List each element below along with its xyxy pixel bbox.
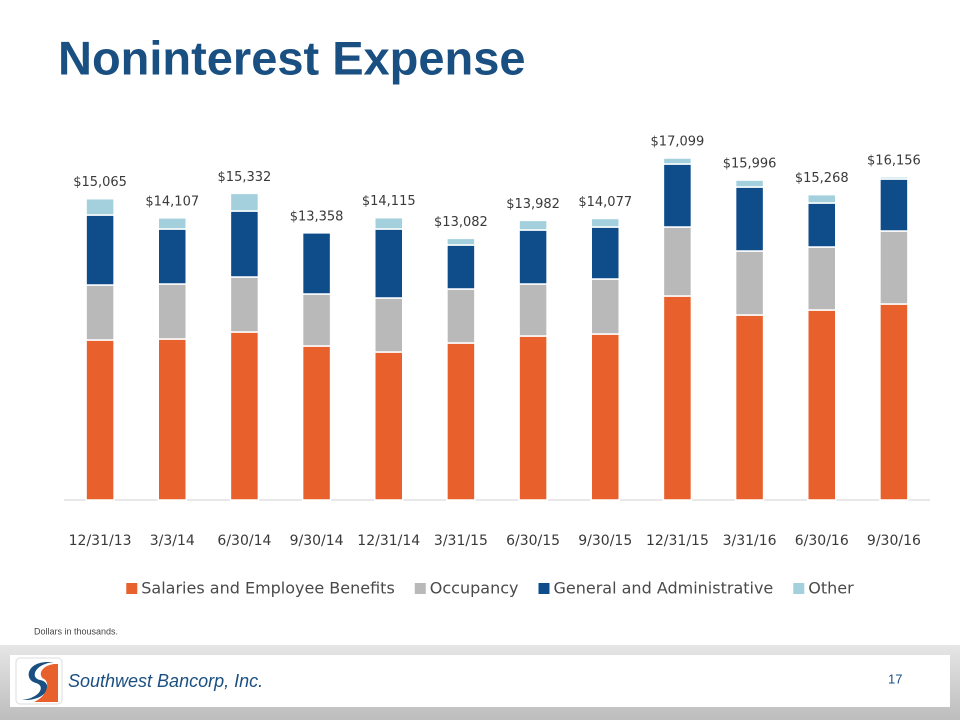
x-tick-label: 3/31/15 [434, 533, 488, 549]
bar-segment [518, 283, 548, 337]
bar-segment [157, 283, 187, 340]
total-label: $15,065 [73, 175, 127, 190]
bar-segment [374, 297, 404, 353]
bar-segment [879, 303, 909, 501]
bar-segment [590, 278, 620, 335]
bar-segment [590, 333, 620, 501]
total-label: $14,077 [578, 195, 632, 210]
bar-segment [807, 193, 837, 204]
bar-segment [157, 217, 187, 230]
bar-segment [229, 331, 260, 501]
company-name: Southwest Bancorp, Inc. [68, 671, 263, 691]
x-tick-label: 9/30/15 [578, 533, 632, 549]
footnote: Dollars in thousands. [34, 626, 118, 636]
total-label: $14,107 [145, 194, 199, 209]
bar-segment [374, 216, 404, 230]
footer-box [10, 655, 950, 707]
x-tick-label: 12/31/14 [357, 533, 420, 549]
bar-segment [446, 237, 476, 246]
bar-segment [662, 157, 693, 165]
bar-segment [518, 219, 548, 231]
bar-segment [734, 179, 765, 188]
total-label: $16,156 [867, 153, 921, 168]
legend-swatch [126, 583, 138, 594]
bar-segment [229, 210, 260, 278]
total-label: $15,268 [795, 171, 849, 186]
bar-segment [301, 293, 332, 347]
bar-segment [879, 178, 909, 232]
total-label: $13,358 [290, 209, 344, 224]
bar-segment [734, 314, 765, 501]
total-label: $13,082 [434, 215, 488, 230]
bar-segment [807, 309, 837, 501]
x-tick-label: 12/31/15 [646, 533, 709, 549]
bar-segment [662, 226, 693, 297]
legend-label: Occupancy [430, 579, 519, 598]
bar-segment [157, 338, 187, 501]
total-label: $17,099 [651, 135, 705, 150]
total-label: $15,332 [218, 170, 272, 185]
bar-segment [301, 232, 332, 295]
total-label: $13,982 [506, 197, 560, 212]
bar-segment [734, 186, 765, 252]
x-tick-label: 3/3/14 [150, 533, 195, 549]
bar-segment [590, 226, 620, 280]
bar-segment [374, 228, 404, 299]
legend-label: General and Administrative [553, 579, 773, 598]
bar-segment [85, 339, 115, 501]
logo [15, 657, 63, 705]
bar-segment [807, 202, 837, 248]
total-label: $14,115 [362, 194, 416, 209]
bar-segment [662, 295, 693, 501]
x-tick-label: 3/31/16 [723, 533, 777, 549]
bar-segment [879, 230, 909, 305]
bar-segment [446, 288, 476, 344]
bar-segment [85, 284, 115, 341]
page-number: 17 [888, 671, 902, 686]
bar-segment [85, 197, 115, 216]
bar-segment [229, 192, 260, 212]
bar-segment [446, 244, 476, 290]
bar-segment [157, 228, 187, 285]
x-tick-label: 9/30/16 [867, 533, 921, 549]
legend-swatch [414, 583, 426, 594]
legend-swatch [538, 583, 550, 594]
x-tick-label: 6/30/15 [506, 533, 560, 549]
bar-segment [807, 246, 837, 311]
bar-segment [518, 335, 548, 501]
bar-segment [662, 163, 693, 228]
bar-segment [301, 345, 332, 501]
x-tick-label: 6/30/14 [217, 533, 271, 549]
legend-swatch [793, 583, 805, 594]
x-tick-label: 12/31/13 [69, 533, 132, 549]
legend-label: Other [808, 579, 854, 598]
bar-segment [446, 342, 476, 501]
bar-segment [879, 176, 909, 180]
bar-segment [229, 276, 260, 333]
bar-segment [374, 351, 404, 501]
bar-segment [734, 250, 765, 316]
total-label: $15,996 [723, 157, 777, 172]
x-tick-label: 6/30/16 [795, 533, 849, 549]
bar-segment [590, 217, 620, 228]
x-tick-label: 9/30/14 [290, 533, 344, 549]
bar-segment [518, 229, 548, 285]
slide-title: Noninterest Expense [58, 31, 526, 84]
legend-label: Salaries and Employee Benefits [141, 579, 395, 598]
bar-segment [85, 214, 115, 286]
